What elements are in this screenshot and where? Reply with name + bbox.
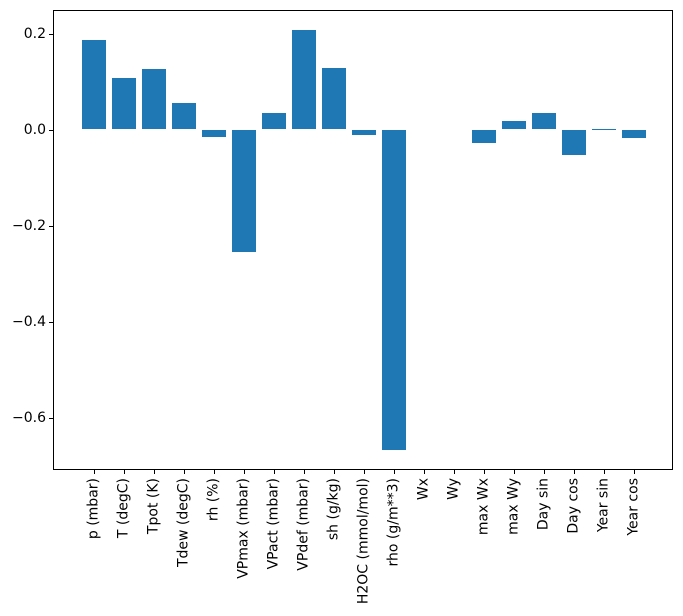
x-tick <box>274 470 275 474</box>
x-tick-label: VPdef (mbar) <box>295 478 312 571</box>
bar-p-mbar <box>82 39 106 130</box>
bar-t-degc <box>112 77 136 130</box>
x-tick <box>544 470 545 474</box>
bar-tdew-degc <box>172 103 196 130</box>
y-tick <box>49 322 53 323</box>
bar-vpmax-mbar <box>232 129 256 253</box>
bar-max-wy <box>502 120 526 130</box>
bar-vpact-mbar <box>262 113 286 130</box>
y-tick-label: 0.2 <box>23 26 46 42</box>
bar-tpot-k <box>142 69 166 130</box>
x-tick-label: rh (%) <box>205 478 222 522</box>
x-tick-label: max Wy <box>505 478 522 535</box>
x-tick-label: Tpot (K) <box>145 478 162 535</box>
x-tick <box>574 470 575 474</box>
x-tick-label: p (mbar) <box>85 478 102 540</box>
x-tick-label: Year sin <box>595 478 612 533</box>
x-tick <box>454 470 455 474</box>
x-tick <box>604 470 605 474</box>
x-tick-label: sh (g/kg) <box>325 478 342 541</box>
x-tick-label: T (degC) <box>115 478 132 539</box>
x-tick-label: VPmax (mbar) <box>235 478 252 579</box>
x-tick <box>484 470 485 474</box>
bar-rh <box>202 129 226 137</box>
y-tick-label: −0.6 <box>12 410 46 426</box>
x-tick-label: Tdew (degC) <box>175 478 192 568</box>
y-tick-label: −0.4 <box>12 314 46 330</box>
x-tick-label: Day cos <box>565 478 582 534</box>
x-tick-label: Wx <box>415 478 432 501</box>
x-tick <box>124 470 125 474</box>
x-tick <box>214 470 215 474</box>
x-tick-label: Day sin <box>535 478 552 531</box>
x-tick-label: H2OC (mmol/mol) <box>355 478 372 605</box>
x-tick <box>94 470 95 474</box>
x-tick <box>634 470 635 474</box>
bar-year-cos <box>622 129 646 139</box>
bar-day-sin <box>532 113 556 130</box>
x-tick <box>514 470 515 474</box>
y-tick <box>49 34 53 35</box>
x-tick <box>424 470 425 474</box>
bar-max-wx <box>472 129 496 143</box>
x-tick-label: Wy <box>445 478 462 500</box>
x-tick-label: max Wx <box>475 478 492 536</box>
y-tick <box>49 130 53 131</box>
bar-sh-g-kg <box>322 67 346 130</box>
bar-rho-g-m-3 <box>382 129 406 450</box>
y-tick <box>49 226 53 227</box>
y-tick-label: −0.2 <box>12 218 46 234</box>
x-tick <box>304 470 305 474</box>
y-tick-label: 0.0 <box>23 122 46 138</box>
x-tick <box>154 470 155 474</box>
x-tick <box>394 470 395 474</box>
x-tick-label: VPact (mbar) <box>265 478 282 570</box>
x-tick <box>364 470 365 474</box>
y-tick <box>49 418 53 419</box>
bar-vpdef-mbar <box>292 30 316 130</box>
x-tick-label: rho (g/m**3) <box>385 478 402 567</box>
x-tick <box>334 470 335 474</box>
x-tick <box>184 470 185 474</box>
bar-h2oc-mmol-mol <box>352 129 376 135</box>
x-tick-label: Year cos <box>625 478 642 536</box>
x-tick <box>244 470 245 474</box>
bar-year-sin <box>592 128 616 130</box>
bar-day-cos <box>562 129 586 156</box>
